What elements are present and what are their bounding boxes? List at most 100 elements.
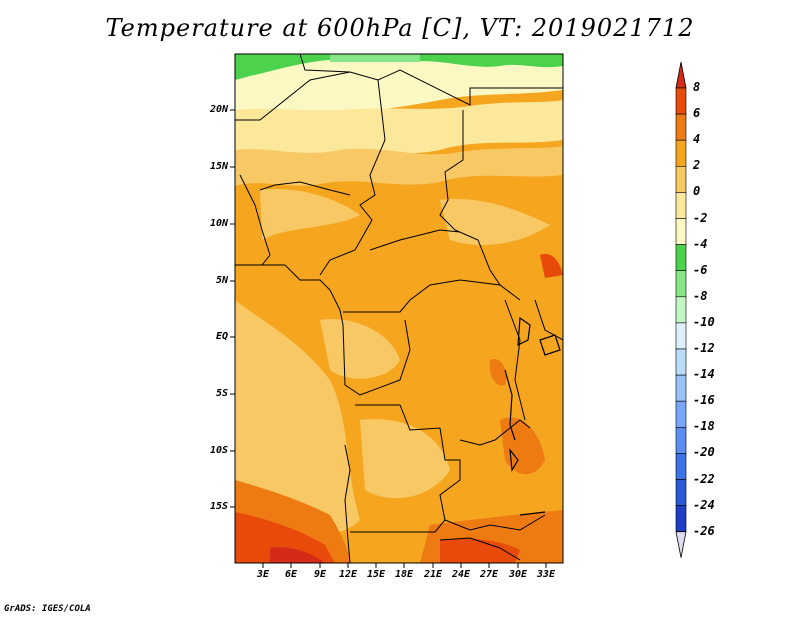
colorbar-band <box>675 348 687 376</box>
colorbar-label: -16 <box>693 393 715 408</box>
border-north <box>299 54 563 106</box>
lakes <box>504 316 561 516</box>
field-patch-angola <box>360 419 450 499</box>
lon-ticks <box>262 563 547 568</box>
field-patch-2 <box>440 199 550 245</box>
colorbar <box>675 61 687 558</box>
colorbar-band <box>675 505 687 533</box>
border-angola <box>350 404 461 533</box>
border-drc-zambia <box>459 419 531 446</box>
field-hot-sw <box>235 512 335 563</box>
lat-label-5n: 5N <box>215 275 228 286</box>
colorbar-band <box>675 400 687 428</box>
lake-mweru <box>509 448 519 472</box>
border-great-lakes <box>504 299 526 421</box>
border-mali-niger <box>235 71 351 121</box>
lat-label-5s: 5S <box>215 388 228 399</box>
lon-label-15e: 15E <box>366 569 386 580</box>
field-patch-west <box>235 300 360 535</box>
colorbar-bottom-arrow <box>675 531 687 558</box>
colorbar-label: -4 <box>693 236 708 251</box>
lat-label-20n: 20N <box>209 104 228 115</box>
colorbar-label: -22 <box>693 471 715 486</box>
border-angola-coast <box>344 444 351 563</box>
lon-label-27e: 27E <box>479 569 499 580</box>
lon-label-9e: 9E <box>313 569 327 580</box>
colorbar-label: -24 <box>693 497 715 512</box>
field-patch-congo <box>320 319 400 379</box>
border-congo <box>342 319 411 396</box>
lake-kariba <box>519 511 546 516</box>
lon-label-6e: 6E <box>284 569 298 580</box>
temperature-field <box>235 54 563 563</box>
lon-label-33e: 33E <box>536 569 556 580</box>
lat-label-15n: 15N <box>209 161 228 172</box>
border-chad <box>319 79 386 276</box>
colorbar-band <box>675 113 687 141</box>
colorbar-label: 0 <box>693 184 701 199</box>
colorbar-band <box>675 244 687 272</box>
field-hot-ne <box>540 253 563 278</box>
colorbar-band <box>675 479 687 506</box>
colorbar-band <box>675 218 687 245</box>
lake-albert <box>517 316 531 347</box>
colorbar-band <box>675 87 687 115</box>
colorbar-label: 8 <box>693 80 701 94</box>
colorbar-label: -6 <box>693 262 708 277</box>
map-title: Temperature at 600hPa [C], VT: 201902171… <box>105 14 695 42</box>
colorbar-label: 6 <box>693 106 701 121</box>
field-light-orange-north <box>235 146 563 186</box>
lat-label-10n: 10N <box>209 218 228 229</box>
border-ghana <box>239 174 271 266</box>
lat-label-eq: EQ <box>215 331 228 342</box>
border-car-drc <box>343 279 521 313</box>
border-zambia-south <box>444 514 546 531</box>
map-frame <box>234 53 564 564</box>
colorbar-label: -14 <box>693 367 715 382</box>
colorbar-label: -8 <box>693 288 708 303</box>
field-patch-1 <box>260 189 360 240</box>
lake-tanganyika <box>504 369 516 441</box>
field-hottest-sw <box>270 547 325 563</box>
field-green-north <box>235 54 563 80</box>
border-car <box>369 229 461 251</box>
lat-label-10s: 10S <box>209 445 228 456</box>
lat-ticks <box>230 109 235 508</box>
colorbar-label: -10 <box>693 314 715 329</box>
lon-label-30e: 30E <box>508 569 528 580</box>
colorbar-band <box>675 322 687 350</box>
colorbar-band <box>675 166 687 193</box>
colorbar-band <box>675 374 687 402</box>
border-zimbabwe <box>439 537 521 561</box>
colorbar-label: -2 <box>693 210 708 225</box>
field-yellow-north <box>235 100 563 160</box>
colorbar-label: 2 <box>693 158 701 173</box>
colorbar-top-arrow <box>675 61 687 89</box>
colorbar-band <box>675 270 687 298</box>
border-nigeria-cameroon <box>235 264 344 326</box>
field-light-green <box>330 54 420 62</box>
lat-label-15s: 15S <box>209 501 228 512</box>
colorbar-band <box>675 139 687 167</box>
colorbar-band <box>675 296 687 324</box>
colorbar-label: -26 <box>693 523 715 538</box>
lon-label-12e: 12E <box>338 569 358 580</box>
border-burkina <box>259 181 351 196</box>
colorbar-label: -12 <box>693 341 715 355</box>
country-borders <box>235 54 563 563</box>
lon-label-21e: 21E <box>423 569 443 580</box>
border-sudan <box>439 110 501 286</box>
colorbar-label: -18 <box>693 419 715 434</box>
colorbar-band <box>675 453 687 480</box>
lon-label-24e: 24E <box>451 569 471 580</box>
border-east <box>534 299 563 341</box>
lake-victoria <box>539 334 561 356</box>
colorbar-band <box>675 426 687 454</box>
colorbar-label: -20 <box>693 445 715 460</box>
field-warm-lakes <box>489 359 507 386</box>
lon-label-3e: 3E <box>256 569 270 580</box>
colorbar-band <box>675 192 687 219</box>
grads-credit: GrADS: IGES/COLA <box>4 604 91 614</box>
